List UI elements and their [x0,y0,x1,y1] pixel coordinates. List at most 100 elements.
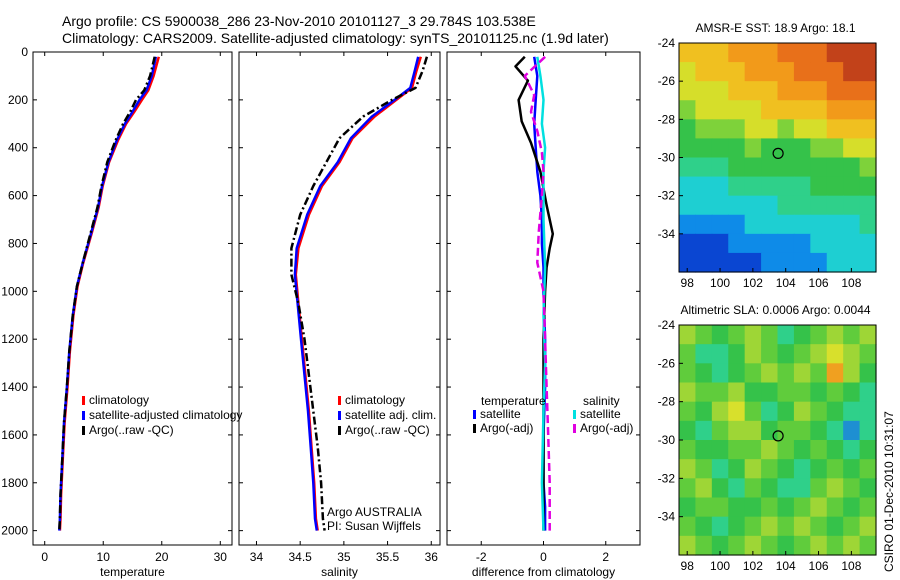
sst_map-cell [728,119,746,140]
sla_map-cell [859,363,877,384]
sst_map-xtick-label: 102 [743,276,763,290]
sst_map-cell [761,233,779,254]
sla_map-cell [859,325,877,345]
salinity-xtick-label: 34.5 [288,550,312,564]
sst_map-ytick-label: -32 [658,189,676,203]
sst_map-cell [810,100,828,120]
sla_map-cell [810,478,828,499]
sst_map-cell [744,62,762,82]
sla_map-cell [777,325,795,345]
sla_map-cell [793,497,811,518]
temperature-axes-box [32,51,233,546]
sst_map-cell [793,233,811,254]
sst_map-cell [711,119,729,140]
sla_map-cell [761,516,779,537]
sst_map-cell [843,100,861,120]
temperature-legend-swatch [82,411,85,420]
sst_map-cell [679,138,697,159]
sst_map-cell [711,252,729,273]
sla_map-argo-marker [772,430,784,442]
sla_map-cell [744,382,762,403]
sla_map-cell [843,459,861,479]
sla_map-cell [777,459,795,479]
sst_map-cell [679,81,697,101]
sst_map-cell [711,43,729,63]
sst_map-cell [810,119,828,140]
sla_map-cell [711,325,729,345]
sst_map-cell [679,119,697,140]
sla_map-cell [695,382,713,403]
sla_map-cell [810,497,828,518]
sst_map-xtick-label: 100 [710,276,730,290]
sst_map-ytick-label: -24 [658,36,676,50]
sla_map-cell [695,497,713,518]
sla_map-xtick-label: 100 [710,559,730,573]
sst_map-cell [859,43,877,63]
salinity-legend-label: satellite adj. clim. [345,408,436,422]
sst_map-cell [744,81,762,101]
sst_map-cell [793,252,811,273]
sla_map-cell [826,497,844,518]
sst_map-cell [711,157,729,178]
sst_map-cell [843,81,861,101]
sst_map-cell [793,176,811,197]
salinity-axes-box [238,51,441,546]
sla_map-ytick-label: -28 [658,395,676,409]
sla_map-ytick-label: -26 [658,356,676,370]
temperature-ytick-label: 0 [21,45,28,59]
sla_map-cell [859,478,877,499]
difference-legend-swatch [573,424,576,433]
sla_map-cell [777,363,795,384]
sla_map-cell [695,401,713,422]
difference-legend-label: satellite [580,407,621,421]
sst_map-cell [728,43,746,63]
sla_map-cell [679,363,697,384]
sla_map-cell [810,401,828,422]
sst_map-cell [826,43,844,63]
sst_map-cell [695,233,713,254]
sla_map-cell [728,535,746,556]
sla_map-xtick-label: 98 [681,559,695,573]
sla_map-cell [679,382,697,403]
sst_map-cell [777,62,795,82]
salinity-series-line [293,56,420,531]
salinity-legend-swatch [338,396,341,405]
sla_map-cell [711,344,729,364]
sst_map-cell [679,214,697,235]
sst_map-cell [711,214,729,235]
sst_map-cell [744,195,762,216]
sst_map-cell [777,43,795,63]
sst_map-cell [744,214,762,235]
difference-series-line [536,56,547,531]
sla_map-cell [761,344,779,364]
sst_map-cell [793,119,811,140]
sst_map-cell [744,233,762,254]
temperature-ytick-label: 1000 [1,284,28,298]
sla_map-cell [843,344,861,364]
sla_map-cell [728,459,746,479]
sla_map-title: Altimetric SLA: 0.0006 Argo: 0.0044 [680,303,870,317]
temperature-legend-label: satellite-adjusted climatology [89,408,242,422]
sla_map-cell [761,420,779,441]
temperature-ytick-label: 400 [8,141,28,155]
sst_map-cell [744,138,762,159]
sla_map-cell [761,478,779,499]
sst_map-cell [728,214,746,235]
sla_map-cell [810,459,828,479]
sla_map-cell [793,344,811,364]
sla_map-cell [744,344,762,364]
sla_map-cell [711,516,729,537]
sla_map-cell [826,382,844,403]
sla_map-cell [793,459,811,479]
sla_map-cell [744,459,762,479]
sst_map-cell [777,157,795,178]
sst_map-cell [761,195,779,216]
sla_map-cell [728,440,746,460]
sla_map-cell [728,382,746,403]
sla_map-cell [810,420,828,441]
sst_map-cell [777,252,795,273]
sst_map-cell [711,195,729,216]
salinity-series-line [294,56,422,531]
salinity-xlabel: salinity [321,565,358,579]
